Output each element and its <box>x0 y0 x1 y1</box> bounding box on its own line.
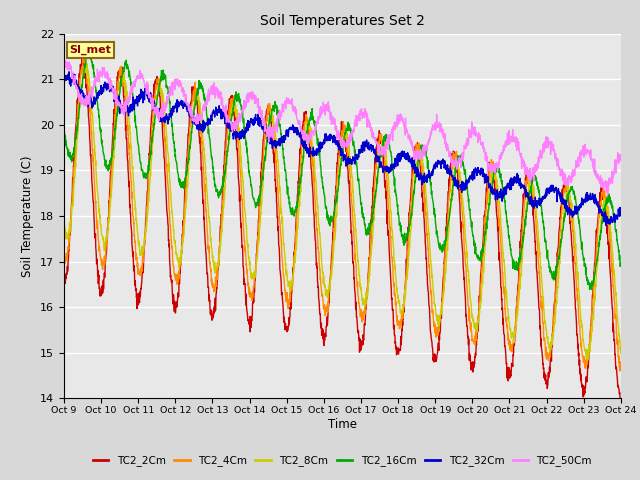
TC2_32Cm <box>499 192 506 198</box>
TC2_8Cm <box>617 351 625 357</box>
Line: TC2_32Cm: TC2_32Cm <box>64 72 621 226</box>
TC2_2Cm <box>316 311 324 317</box>
TC2_50Cm <box>61 58 69 63</box>
TC2_2Cm <box>617 398 625 404</box>
Line: TC2_2Cm: TC2_2Cm <box>64 56 621 401</box>
TC2_8Cm <box>584 358 591 363</box>
TC2_4Cm <box>80 55 88 60</box>
Line: TC2_4Cm: TC2_4Cm <box>64 58 621 371</box>
TC2_4Cm <box>89 146 97 152</box>
TC2_32Cm <box>617 205 625 211</box>
TC2_32Cm <box>65 69 73 75</box>
TC2_2Cm <box>78 53 86 59</box>
Text: SI_met: SI_met <box>70 45 111 55</box>
TC2_16Cm <box>601 207 609 213</box>
TC2_8Cm <box>83 61 91 67</box>
TC2_50Cm <box>60 64 68 70</box>
TC2_16Cm <box>588 287 595 292</box>
TC2_50Cm <box>601 182 609 188</box>
TC2_16Cm <box>331 203 339 209</box>
TC2_16Cm <box>617 261 625 267</box>
TC2_4Cm <box>331 203 339 209</box>
Line: TC2_16Cm: TC2_16Cm <box>64 53 621 289</box>
TC2_4Cm <box>60 253 68 259</box>
TC2_50Cm <box>604 191 612 197</box>
TC2_2Cm <box>331 198 339 204</box>
TC2_4Cm <box>616 368 624 374</box>
TC2_50Cm <box>617 156 625 162</box>
TC2_8Cm <box>602 204 609 210</box>
TC2_32Cm <box>601 210 609 216</box>
TC2_2Cm <box>601 201 609 206</box>
TC2_16Cm <box>85 50 93 56</box>
TC2_16Cm <box>60 127 68 132</box>
TC2_8Cm <box>499 248 506 254</box>
TC2_8Cm <box>89 115 97 121</box>
TC2_32Cm <box>89 103 97 109</box>
Line: TC2_50Cm: TC2_50Cm <box>64 60 621 194</box>
Title: Soil Temperatures Set 2: Soil Temperatures Set 2 <box>260 14 425 28</box>
TC2_8Cm <box>316 236 324 242</box>
TC2_16Cm <box>499 188 506 193</box>
TC2_32Cm <box>331 134 339 140</box>
Legend: TC2_2Cm, TC2_4Cm, TC2_8Cm, TC2_16Cm, TC2_32Cm, TC2_50Cm: TC2_2Cm, TC2_4Cm, TC2_8Cm, TC2_16Cm, TC2… <box>89 451 596 470</box>
TC2_50Cm <box>331 121 339 127</box>
TC2_8Cm <box>601 200 609 206</box>
TC2_50Cm <box>316 105 324 111</box>
TC2_4Cm <box>601 194 609 200</box>
TC2_32Cm <box>602 223 610 228</box>
TC2_4Cm <box>617 364 625 370</box>
TC2_4Cm <box>316 276 324 282</box>
TC2_50Cm <box>601 182 609 188</box>
TC2_32Cm <box>60 79 68 85</box>
TC2_16Cm <box>89 61 97 67</box>
Line: TC2_8Cm: TC2_8Cm <box>64 64 621 360</box>
TC2_16Cm <box>316 159 324 165</box>
TC2_4Cm <box>601 188 609 194</box>
TC2_8Cm <box>331 236 339 241</box>
X-axis label: Time: Time <box>328 418 357 431</box>
TC2_2Cm <box>499 311 506 317</box>
TC2_50Cm <box>89 89 97 95</box>
TC2_32Cm <box>601 209 609 215</box>
TC2_50Cm <box>499 148 506 154</box>
TC2_8Cm <box>60 221 68 227</box>
TC2_32Cm <box>316 139 324 145</box>
TC2_2Cm <box>60 280 68 286</box>
Y-axis label: Soil Temperature (C): Soil Temperature (C) <box>22 155 35 277</box>
TC2_2Cm <box>601 200 609 206</box>
TC2_2Cm <box>89 193 97 199</box>
TC2_4Cm <box>499 270 506 276</box>
TC2_16Cm <box>602 202 609 208</box>
